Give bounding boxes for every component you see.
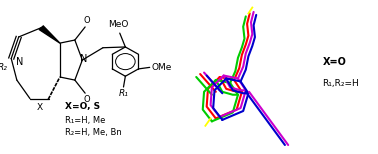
Text: R₂: R₂: [0, 63, 8, 72]
Text: N: N: [16, 57, 23, 67]
Polygon shape: [39, 26, 60, 43]
Text: O: O: [84, 16, 90, 25]
Text: R₁: R₁: [119, 89, 129, 98]
Text: MeO: MeO: [108, 20, 128, 29]
Text: R₁,R₂=H: R₁,R₂=H: [322, 79, 359, 88]
Text: X=O, S: X=O, S: [65, 102, 101, 111]
Text: OMe: OMe: [152, 63, 172, 72]
Text: R₂=H, Me, Bn: R₂=H, Me, Bn: [65, 128, 122, 137]
Text: R₁=H, Me: R₁=H, Me: [65, 116, 106, 124]
Text: X=O: X=O: [322, 57, 346, 67]
Text: O: O: [84, 95, 90, 104]
Text: X: X: [37, 103, 43, 111]
Text: N: N: [80, 54, 87, 64]
